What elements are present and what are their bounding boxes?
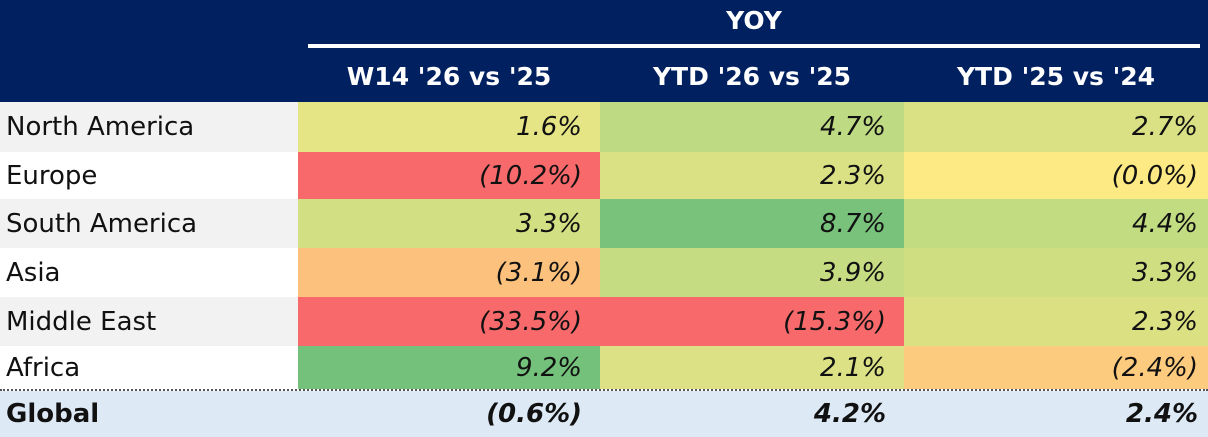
- global-label: Global: [6, 399, 100, 429]
- value-cell: 2.7%: [904, 102, 1208, 152]
- table-row: North America 1.6% 4.7% 2.7%: [0, 102, 1208, 152]
- column-header-ytd25: YTD '25 vs '24: [956, 62, 1156, 91]
- value-cell: 4.4%: [904, 199, 1208, 248]
- value-cell: (3.1%): [298, 248, 600, 297]
- value-cell: 1.6%: [298, 102, 600, 152]
- value-cell: 8.7%: [600, 199, 904, 248]
- table-row: Europe (10.2%) 2.3% (0.0%): [0, 152, 1208, 199]
- global-value-ytd26: 4.2%: [813, 399, 886, 429]
- value-cell: (0.0%): [904, 152, 1208, 199]
- region-label: South America: [6, 208, 198, 239]
- global-value-w14: (0.6%): [486, 399, 582, 429]
- value-cell: (33.5%): [298, 297, 600, 346]
- table-row: Middle East (33.5%) (15.3%) 2.3%: [0, 297, 1208, 346]
- table-row: Africa 9.2% 2.1% (2.4%): [0, 346, 1208, 389]
- total-divider: [0, 389, 1208, 391]
- yoy-group-header: YOY: [726, 6, 782, 35]
- value-cell: (10.2%): [298, 152, 600, 199]
- table-header: YOY W14 '26 vs '25 YTD '26 vs '25 YTD '2…: [0, 0, 1208, 102]
- value-cell: 4.7%: [600, 102, 904, 152]
- region-label: Asia: [6, 257, 61, 288]
- value-cell: 2.1%: [600, 346, 904, 389]
- value-cell: 3.9%: [600, 248, 904, 297]
- value-cell: 3.3%: [904, 248, 1208, 297]
- value-cell: 9.2%: [298, 346, 600, 389]
- region-label: Middle East: [6, 306, 157, 337]
- value-cell: (2.4%): [904, 346, 1208, 389]
- column-header-ytd26: YTD '26 vs '25: [652, 62, 852, 91]
- value-cell: (15.3%): [600, 297, 904, 346]
- yoy-underline: [308, 44, 1200, 48]
- value-cell: 2.3%: [600, 152, 904, 199]
- region-label: Europe: [6, 160, 98, 191]
- value-cell: 2.3%: [904, 297, 1208, 346]
- table-row: South America 3.3% 8.7% 4.4%: [0, 199, 1208, 248]
- region-label: North America: [6, 112, 195, 142]
- global-row: Global (0.6%) 4.2% 2.4%: [0, 391, 1208, 437]
- table-row: Asia (3.1%) 3.9% 3.3%: [0, 248, 1208, 297]
- region-label: Africa: [6, 352, 81, 383]
- column-header-w14: W14 '26 vs '25: [346, 62, 552, 91]
- value-cell: 3.3%: [298, 199, 600, 248]
- global-value-ytd25: 2.4%: [1125, 399, 1198, 429]
